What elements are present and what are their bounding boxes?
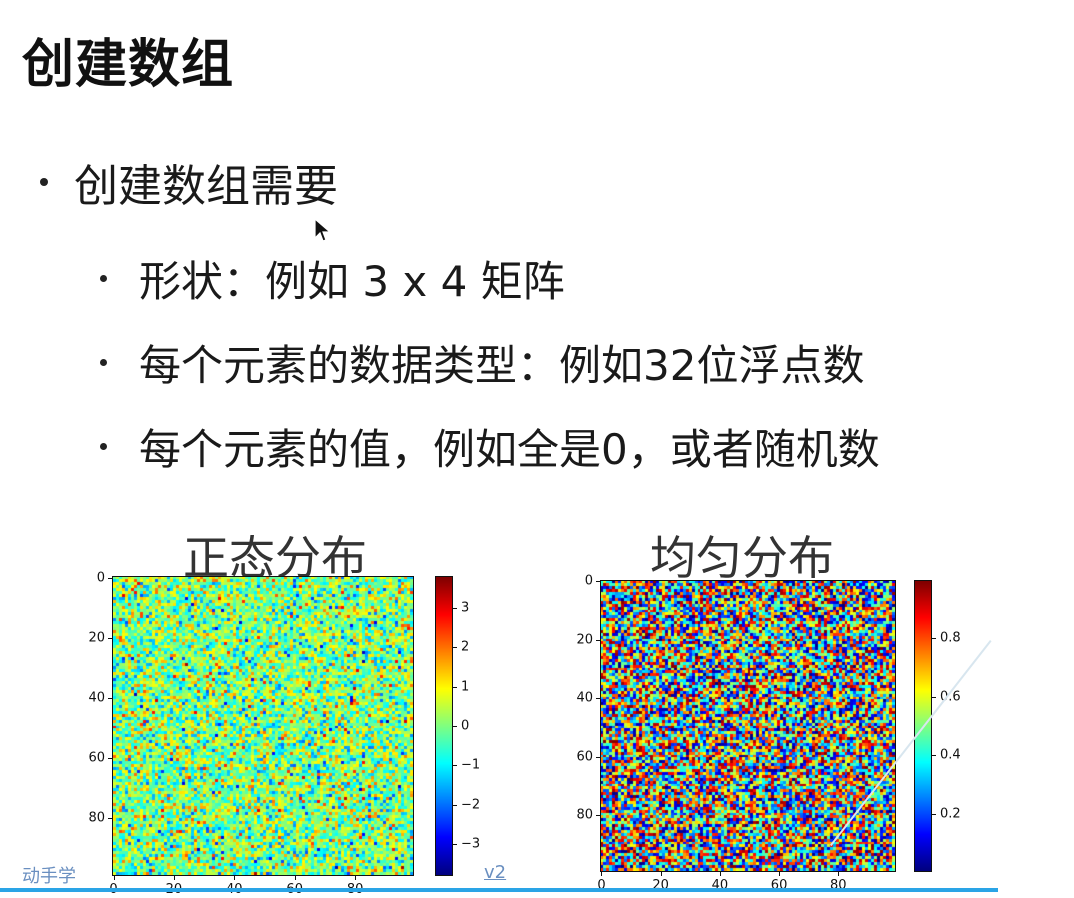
- colorbar-tick-label: −3: [461, 836, 481, 852]
- sub-bullet-text: 每个元素的值，例如全是0，或者随机数: [139, 425, 880, 474]
- tick-mark: [601, 872, 603, 876]
- tick-mark: [453, 686, 457, 688]
- tick-mark: [453, 844, 457, 846]
- sub-bullet-dtype: 每个元素的数据类型：例如32位浮点数: [100, 332, 864, 393]
- colorbar-tick-label: 0.4: [940, 747, 961, 763]
- colorbar-tick-label: 1: [461, 679, 470, 695]
- y-tick-label: 80: [576, 807, 593, 823]
- tick-mark: [113, 876, 115, 880]
- tick-mark: [932, 813, 936, 815]
- bottom-accent-line: [0, 888, 998, 892]
- x-tick-label: 0: [597, 878, 606, 893]
- bullet-dot-icon: [100, 359, 107, 366]
- tick-mark: [660, 872, 662, 876]
- tick-mark: [453, 726, 457, 727]
- sub-bullet-text: 形状：例如 3 x 4 矩阵: [139, 257, 565, 306]
- tick-mark: [596, 639, 600, 641]
- tick-mark: [234, 876, 236, 880]
- tick-mark: [596, 581, 600, 583]
- sub-bullet-text: 每个元素的数据类型：例如32位浮点数: [139, 341, 865, 390]
- tick-mark: [453, 647, 457, 649]
- tick-mark: [596, 698, 600, 700]
- tick-mark: [453, 804, 457, 806]
- tick-mark: [779, 872, 781, 876]
- colorbar-tick-label: 0.2: [940, 806, 961, 822]
- tick-mark: [719, 872, 721, 876]
- y-tick-label: 80: [88, 810, 105, 825]
- y-tick-label: 40: [576, 690, 593, 706]
- slide-title: 创建数组: [22, 35, 235, 95]
- tick-mark: [108, 757, 112, 759]
- tick-mark: [173, 876, 175, 880]
- tick-mark: [596, 756, 600, 758]
- y-tick-label: 20: [576, 632, 593, 648]
- tick-mark: [453, 765, 457, 767]
- heatmap-uniform: [600, 580, 896, 872]
- y-tick-label: 60: [88, 750, 105, 765]
- tick-mark: [108, 817, 112, 819]
- y-tick-label: 60: [576, 749, 593, 765]
- colorbar-tick-label: 2: [461, 639, 470, 655]
- colorbar-tick-label: −2: [461, 797, 481, 813]
- y-tick-label: 0: [96, 570, 105, 585]
- y-tick-label: 0: [584, 573, 593, 589]
- colorbar-normal: [435, 576, 453, 876]
- tick-mark: [453, 607, 457, 609]
- bullet-main: 创建数组需要: [40, 150, 338, 214]
- tick-mark: [355, 876, 357, 880]
- tick-mark: [596, 815, 600, 817]
- bullet-dot-icon: [100, 443, 107, 450]
- footer-version-link[interactable]: v2: [484, 862, 507, 883]
- y-tick-label: 40: [88, 690, 105, 705]
- colorbar-tick-label: 0: [461, 718, 470, 734]
- bullet-dot-icon: [100, 275, 107, 282]
- tick-mark: [108, 577, 112, 579]
- colorbar-gradient: [436, 577, 452, 875]
- mouse-pointer-icon: [314, 217, 332, 248]
- tick-mark: [108, 697, 112, 699]
- sub-bullet-values: 每个元素的值，例如全是0，或者随机数: [100, 416, 880, 477]
- y-tick-label: 20: [88, 630, 105, 645]
- bullet-main-text: 创建数组需要: [74, 161, 338, 212]
- heatmap-normal: [112, 576, 414, 876]
- tick-mark: [932, 696, 936, 698]
- tick-mark: [294, 876, 296, 880]
- colorbar-tick-label: −1: [461, 757, 481, 773]
- sub-bullet-shape: 形状：例如 3 x 4 矩阵: [100, 248, 565, 309]
- chart-title-uniform: 均匀分布: [650, 531, 834, 585]
- tick-mark: [932, 755, 936, 757]
- tick-mark: [108, 637, 112, 639]
- tick-mark: [838, 872, 840, 876]
- colorbar-tick-label: 0.8: [940, 630, 961, 646]
- bullet-dot-icon: [40, 178, 48, 186]
- footer-logo-text: 动手学: [22, 866, 76, 887]
- tick-mark: [932, 638, 936, 640]
- colorbar-tick-label: 3: [461, 600, 470, 616]
